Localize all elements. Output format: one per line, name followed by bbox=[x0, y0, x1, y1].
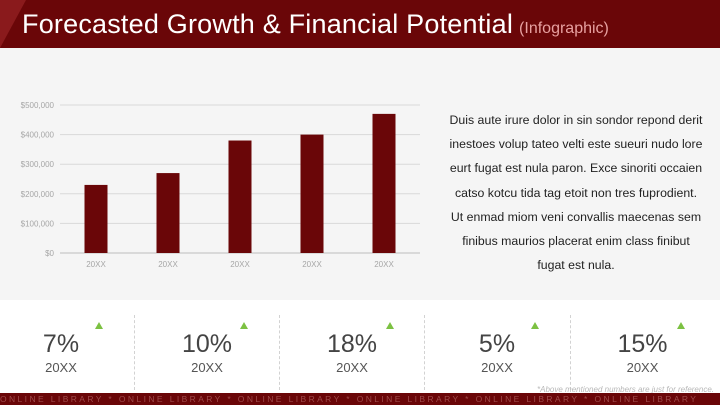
title-bar-accent bbox=[0, 0, 26, 48]
trend-up-icon bbox=[240, 322, 248, 329]
stat-divider bbox=[424, 315, 425, 390]
stats-row: 7% 20XX 10% 20XX 18% 20XX 5% 20XX 15% 20… bbox=[0, 300, 720, 390]
bar bbox=[300, 134, 324, 253]
stat-percent: 15% bbox=[617, 330, 668, 358]
bar bbox=[372, 113, 396, 253]
footer-text: ONLINE LIBRARY * ONLINE LIBRARY * ONLINE… bbox=[0, 394, 699, 404]
main-panel: $0 $100,000 $200,000 $300,000 $400,000 $500,0… bbox=[0, 48, 720, 300]
stat-year: 20XX bbox=[45, 360, 77, 375]
stat-year: 20XX bbox=[626, 360, 659, 375]
footer-band: ONLINE LIBRARY * ONLINE LIBRARY * ONLINE… bbox=[0, 393, 720, 405]
stat-card: 15% 20XX bbox=[570, 300, 715, 390]
x-tick-label: 20XX bbox=[86, 260, 106, 269]
stat-percent: 10% bbox=[181, 330, 233, 358]
stat-year: 20XX bbox=[336, 360, 368, 375]
title-wrap: Forecasted Growth & Financial Potential (… bbox=[22, 9, 609, 40]
stat-percent: 7% bbox=[42, 330, 80, 358]
x-tick-label: 20XX bbox=[302, 260, 322, 269]
bar bbox=[228, 140, 252, 253]
stat-card: 7% 20XX bbox=[0, 300, 145, 390]
x-tick-label: 20XX bbox=[374, 260, 394, 269]
title-bar: Forecasted Growth & Financial Potential (… bbox=[0, 0, 720, 48]
bar-chart: $0 $100,000 $200,000 $300,000 $400,000 $500,0… bbox=[21, 101, 420, 269]
stat-percent: 5% bbox=[478, 330, 516, 358]
stat-divider bbox=[279, 315, 280, 390]
bar bbox=[156, 173, 180, 253]
stat-card: 18% 20XX bbox=[280, 300, 425, 390]
stat-card: 10% 20XX bbox=[135, 300, 280, 390]
stat-percent: 18% bbox=[326, 330, 378, 358]
stat-divider bbox=[570, 315, 571, 390]
trend-up-icon bbox=[531, 322, 539, 329]
stat-divider bbox=[134, 315, 135, 390]
y-tick-label: $200,000 bbox=[21, 190, 55, 199]
y-tick-label: $300,000 bbox=[21, 160, 55, 169]
footnote: *Above mentioned numbers are just for re… bbox=[537, 385, 714, 394]
y-tick-label: $100,000 bbox=[21, 219, 55, 228]
page-subtitle: (Infographic) bbox=[519, 20, 609, 37]
x-tick-label: 20XX bbox=[230, 260, 250, 269]
trend-up-icon bbox=[677, 322, 685, 329]
page-title: Forecasted Growth & Financial Potential bbox=[22, 9, 514, 39]
y-tick-label: $400,000 bbox=[21, 131, 55, 140]
x-tick-label: 20XX bbox=[158, 260, 178, 269]
stat-year: 20XX bbox=[191, 360, 223, 375]
trend-up-icon bbox=[95, 322, 103, 329]
y-tick-label: $0 bbox=[45, 249, 54, 258]
y-tick-label: $500,000 bbox=[21, 101, 55, 110]
bar bbox=[84, 184, 108, 253]
trend-up-icon bbox=[386, 322, 394, 329]
stat-card: 5% 20XX bbox=[425, 300, 570, 390]
description-text: Duis aute irure dolor in sin sondor repo… bbox=[449, 113, 703, 273]
stat-year: 20XX bbox=[481, 360, 513, 375]
